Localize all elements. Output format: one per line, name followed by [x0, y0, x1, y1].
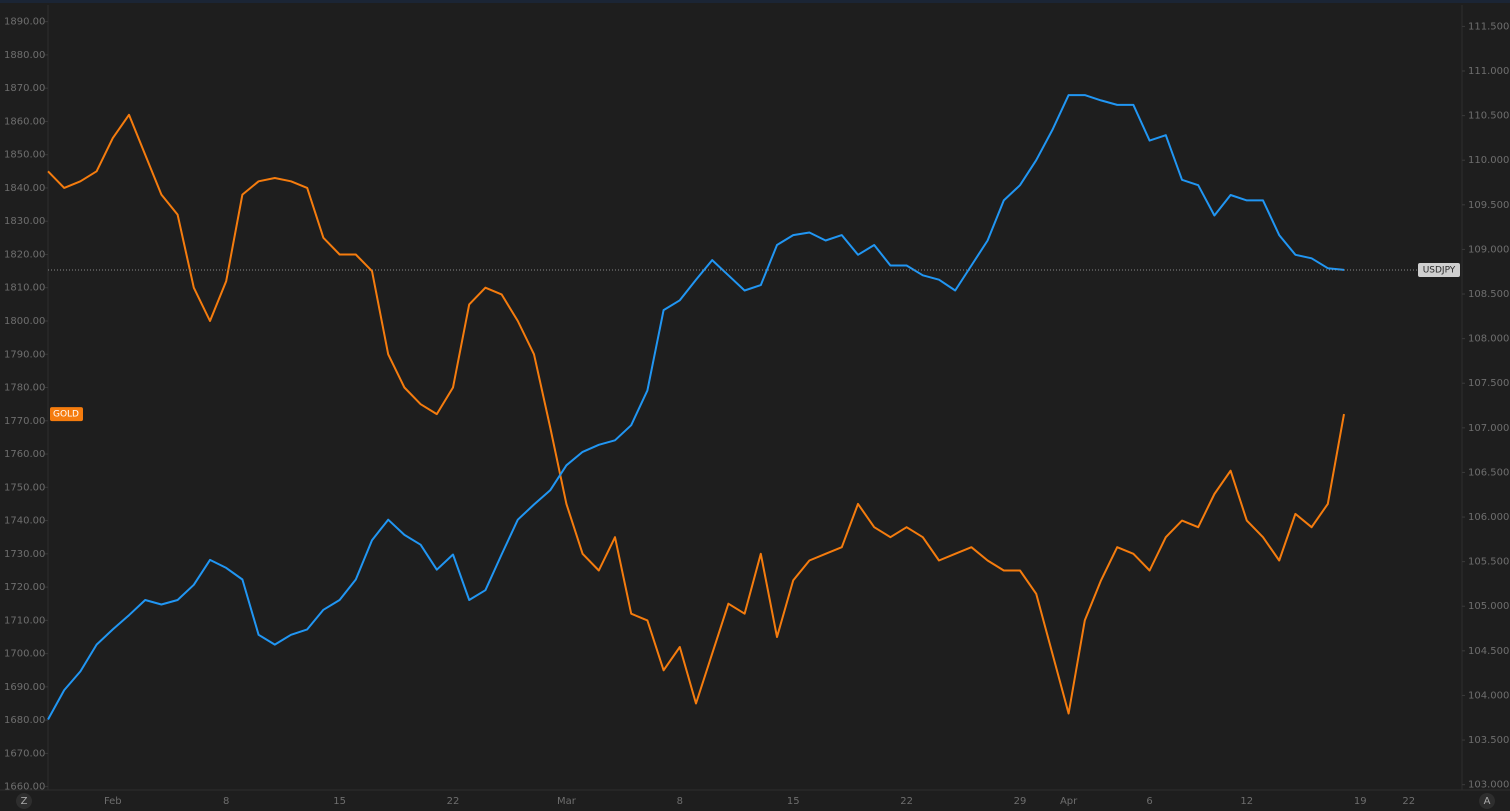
y-tick-label: 1750.00 [4, 482, 45, 493]
y-tick-label: 1700.00 [4, 649, 45, 660]
y-tick-label: 1690.00 [4, 682, 45, 693]
x-tick-label: 29 [1014, 796, 1027, 807]
x-tick-label: 15 [787, 796, 800, 807]
y-tick-label: 1890.00 [4, 17, 45, 28]
x-tick-label: 6 [1146, 796, 1152, 807]
y-tick-label: 1670.00 [4, 748, 45, 759]
right-control-label[interactable]: A [1484, 796, 1491, 807]
y-tick-label: 1830.00 [4, 216, 45, 227]
y-tick-label: 1770.00 [4, 416, 45, 427]
series-tag [50, 407, 83, 422]
y-tick-label: 1780.00 [4, 383, 45, 394]
x-tick-label: 15 [333, 796, 346, 807]
y-tick-label: 1730.00 [4, 549, 45, 560]
series-tag-label: USDJPY [1423, 265, 1456, 275]
y2-tick-label: 108.500 [1468, 289, 1509, 300]
top-border [0, 0, 1510, 3]
y2-tick-label: 105.500 [1468, 557, 1509, 568]
x-tick-label: 22 [447, 796, 460, 807]
y-tick-label: 1680.00 [4, 715, 45, 726]
y2-tick-label: 106.000 [1468, 512, 1509, 523]
left-control-label[interactable]: Z [21, 796, 28, 807]
series-tag-label: GOLD [53, 410, 79, 420]
right-control[interactable] [1479, 793, 1495, 809]
series-line [47, 94, 1345, 720]
y-tick-label: 1720.00 [4, 582, 45, 593]
y2-tick-label: 103.000 [1468, 780, 1509, 791]
y-tick-label: 1810.00 [4, 283, 45, 294]
x-tick-label: 12 [1240, 796, 1253, 807]
x-tick-label: Mar [557, 796, 577, 807]
y2-tick-label: 104.500 [1468, 646, 1509, 657]
y2-tick-label: 105.000 [1468, 601, 1509, 612]
y-tick-label: 1870.00 [4, 83, 45, 94]
x-tick-label: Feb [104, 796, 122, 807]
left-control[interactable] [16, 793, 32, 809]
series-line [47, 113, 1345, 715]
y-tick-label: 1660.00 [4, 782, 45, 793]
y-tick-label: 1740.00 [4, 516, 45, 527]
y-tick-label: 1820.00 [4, 249, 45, 260]
x-tick-label: Apr [1060, 796, 1078, 807]
series-tag [1418, 262, 1460, 277]
y2-tick-label: 107.000 [1468, 423, 1509, 434]
y2-tick-label: 109.500 [1468, 200, 1509, 211]
y-tick-label: 1860.00 [4, 116, 45, 127]
x-tick-label: 19 [1354, 796, 1367, 807]
x-tick-label: 8 [223, 796, 229, 807]
x-tick-label: 8 [677, 796, 683, 807]
y-tick-label: 1800.00 [4, 316, 45, 327]
y2-tick-label: 104.000 [1468, 690, 1509, 701]
y-tick-label: 1850.00 [4, 150, 45, 161]
y2-tick-label: 110.000 [1468, 155, 1509, 166]
y-tick-label: 1760.00 [4, 449, 45, 460]
x-tick-label: 22 [900, 796, 913, 807]
y2-tick-label: 111.500 [1468, 21, 1509, 32]
y2-tick-label: 108.000 [1468, 334, 1509, 345]
x-tick-label: 22 [1402, 796, 1415, 807]
y-tick-label: 1710.00 [4, 615, 45, 626]
y-tick-label: 1790.00 [4, 349, 45, 360]
y2-tick-label: 109.000 [1468, 244, 1509, 255]
y-tick-label: 1880.00 [4, 50, 45, 61]
y2-tick-label: 106.500 [1468, 467, 1509, 478]
y2-tick-label: 111.000 [1468, 66, 1509, 77]
y2-tick-label: 107.500 [1468, 378, 1509, 389]
y2-tick-label: 103.500 [1468, 735, 1509, 746]
y2-tick-label: 110.500 [1468, 111, 1509, 122]
y-tick-label: 1840.00 [4, 183, 45, 194]
